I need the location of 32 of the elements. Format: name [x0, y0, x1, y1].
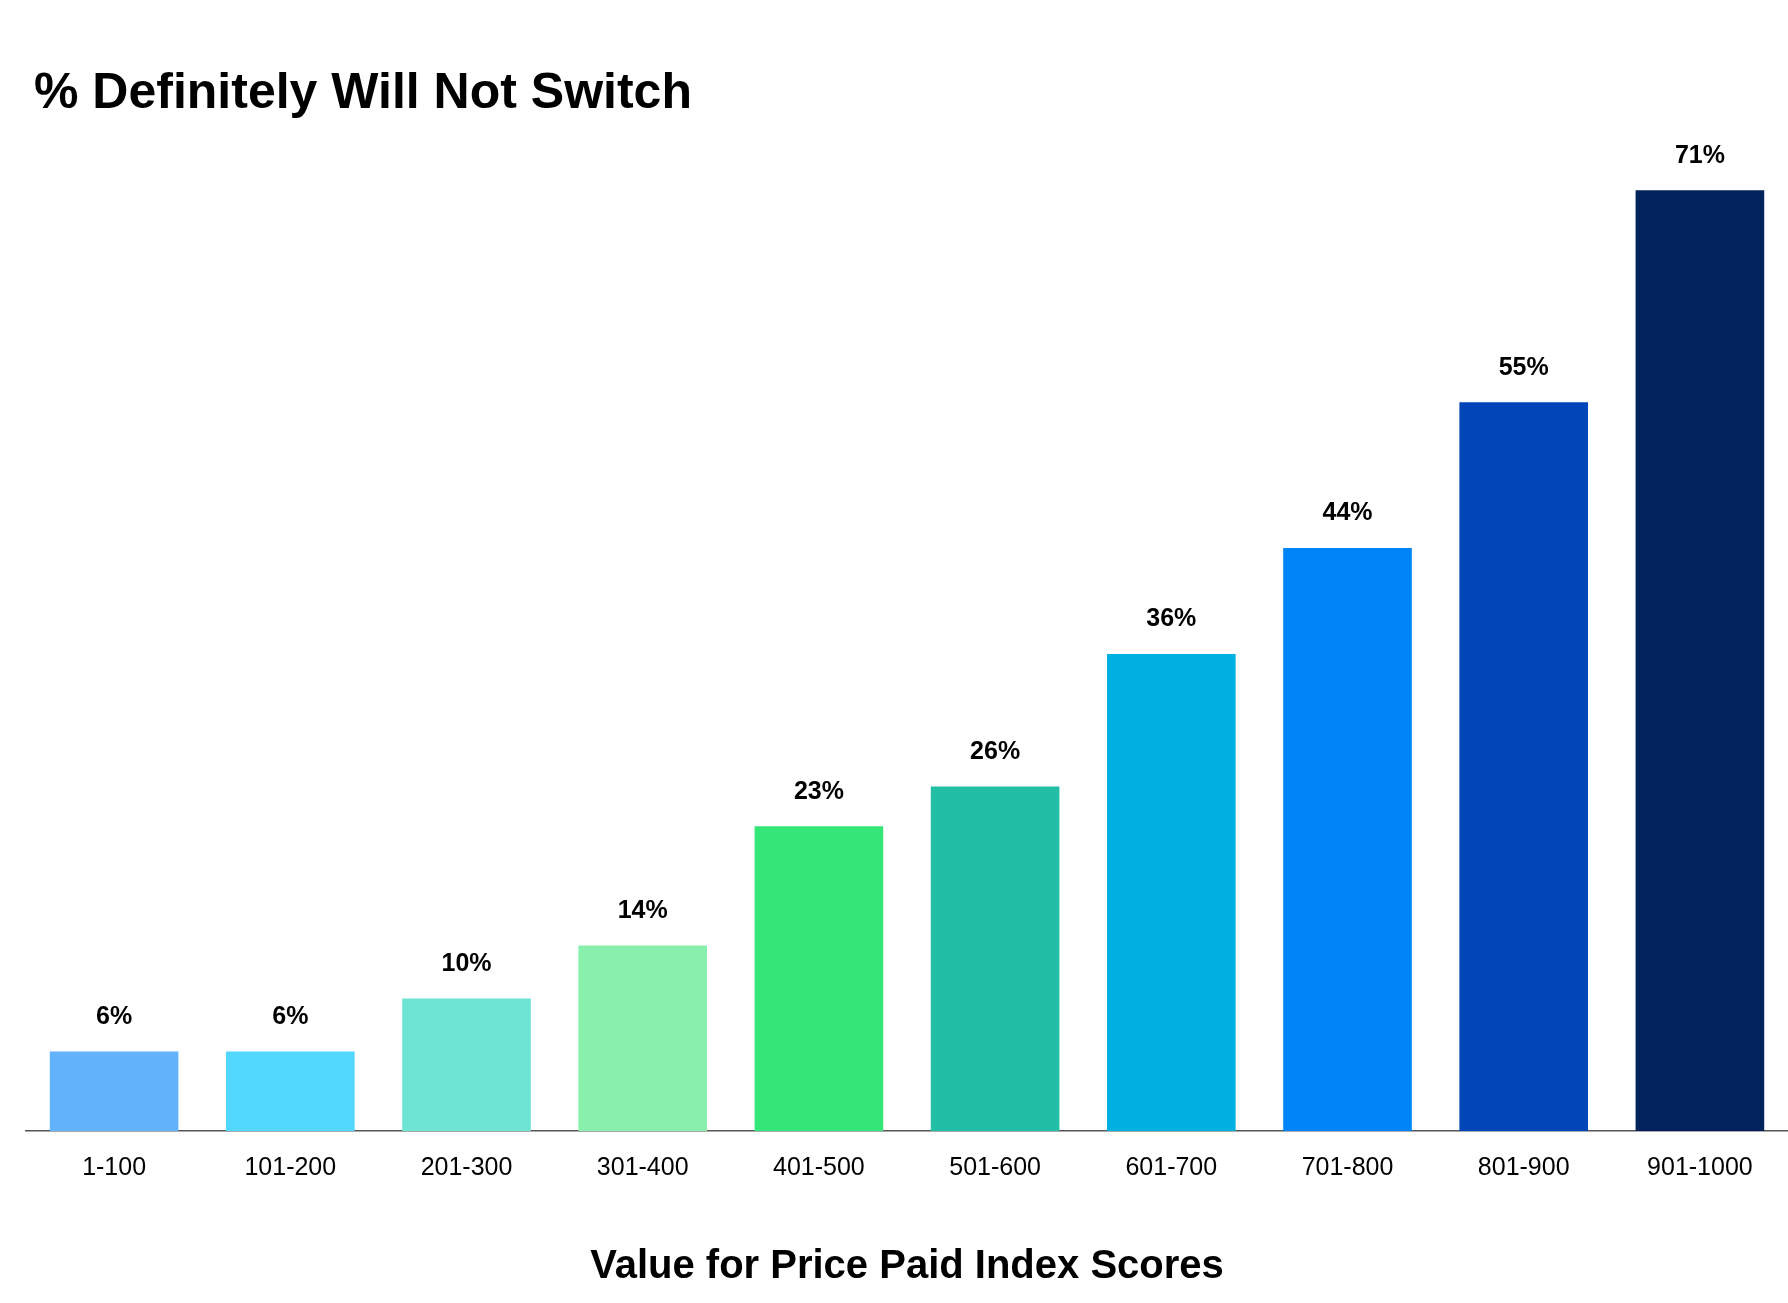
data-label: 6%: [272, 1000, 309, 1029]
bar: [1106, 654, 1236, 1131]
bar: [1459, 402, 1589, 1131]
bar: [225, 1051, 355, 1131]
bar: [930, 786, 1060, 1131]
x-tick-label: 501-600: [949, 1151, 1041, 1180]
x-tick-label: 901-1000: [1647, 1151, 1753, 1180]
bar: [1635, 190, 1765, 1131]
x-tick-label: 301-400: [596, 1151, 689, 1180]
chart-title: % Definitely Will Not Switch: [34, 62, 692, 120]
data-label: 36%: [1146, 603, 1197, 632]
data-label: 26%: [970, 735, 1021, 764]
bar: [1283, 548, 1412, 1131]
data-label: 44%: [1322, 497, 1373, 526]
bar: [754, 826, 884, 1131]
x-tick-label: 1-100: [82, 1151, 147, 1180]
bar: [49, 1051, 179, 1131]
bar: [578, 945, 708, 1131]
data-label: 71%: [1674, 139, 1725, 168]
x-tick-label: 801-900: [1477, 1151, 1570, 1180]
x-tick-label: 601-700: [1125, 1151, 1218, 1180]
data-label: 10%: [441, 947, 492, 976]
data-label: 55%: [1498, 351, 1549, 380]
x-axis-title: Value for Price Paid Index Scores: [590, 1242, 1224, 1287]
data-label: 23%: [793, 775, 844, 804]
x-tick-label: 201-300: [420, 1151, 513, 1180]
bar: [402, 998, 531, 1131]
data-label: 6%: [96, 1000, 133, 1029]
x-tick-label: 401-500: [773, 1151, 865, 1180]
data-label: 14%: [617, 894, 668, 923]
x-tick-label: 101-200: [244, 1151, 337, 1180]
x-tick-label: 701-800: [1301, 1151, 1394, 1180]
